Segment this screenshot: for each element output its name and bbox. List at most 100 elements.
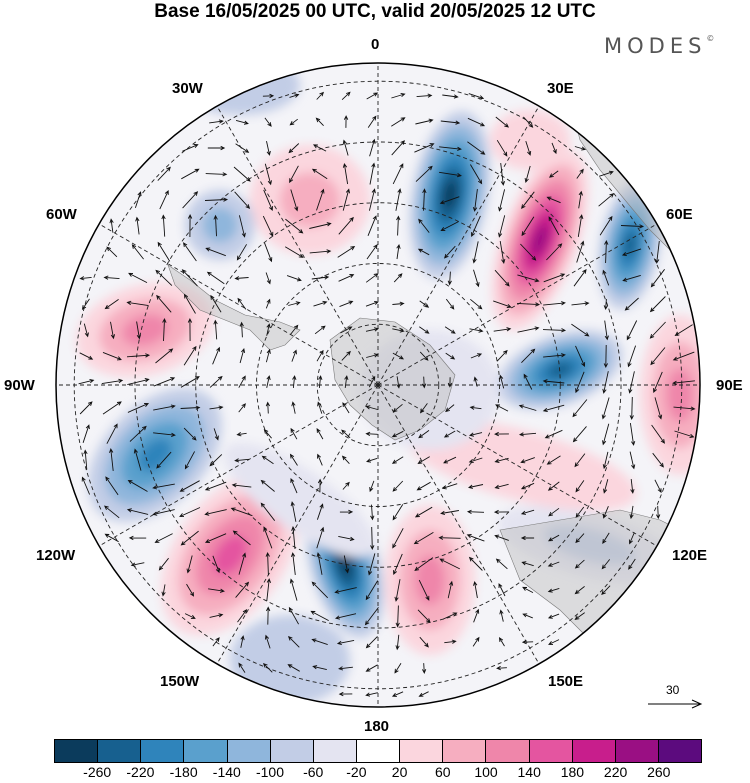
wind-vector [674, 430, 695, 439]
anomaly-contour [443, 181, 457, 209]
lon-label-180: 180 [364, 718, 390, 735]
wind-vector [598, 170, 614, 177]
wind-vector [498, 583, 506, 597]
wind-vector [395, 605, 400, 628]
wind-vector [367, 115, 377, 128]
wind-vector [290, 427, 298, 440]
wind-vector [365, 300, 379, 307]
wind-vector [127, 403, 150, 413]
anomaly-contour [490, 110, 570, 170]
wind-vector [422, 663, 427, 674]
wind-vector [234, 458, 249, 463]
wind-vector [289, 578, 298, 601]
wind-vector [394, 579, 401, 602]
wind-vector [546, 243, 563, 261]
wind-vector [418, 430, 430, 439]
wind-vector [109, 218, 114, 233]
wind-vector [110, 321, 116, 340]
wind-vector [287, 635, 300, 648]
wind-vector [105, 476, 119, 496]
wind-vector [264, 117, 272, 127]
wind-vector [265, 298, 271, 309]
colorbar-tick-label: 220 [603, 764, 628, 780]
wind-vector [651, 424, 666, 444]
wind-vector [443, 430, 456, 438]
wind-vector [444, 639, 457, 644]
wind-vector [240, 635, 245, 648]
anomaly-contour [543, 525, 637, 565]
wind-vector [340, 326, 353, 334]
wind-vector [317, 401, 323, 414]
wind-vector [468, 556, 483, 571]
colorbar-tick-label: 140 [517, 764, 541, 780]
wind-vector [315, 117, 324, 127]
wind-vector [184, 613, 196, 619]
wind-vector [291, 349, 297, 362]
wind-vector [285, 218, 304, 234]
wind-vector [365, 327, 380, 332]
wind-vector [396, 243, 401, 260]
wind-vector [213, 428, 219, 441]
wind-vector [313, 300, 328, 307]
wind-vector [292, 375, 297, 388]
wind-vector [288, 301, 301, 306]
colorbar-segment-14 [658, 740, 702, 762]
wind-vector [546, 455, 561, 465]
wind-vector [626, 320, 638, 341]
wind-vector [520, 457, 535, 464]
wind-vector [316, 526, 325, 549]
wind-vector [499, 374, 505, 389]
wind-vector [210, 294, 222, 313]
wind-vector [265, 606, 271, 625]
anomaly-contour [202, 207, 238, 243]
wind-vector [103, 505, 120, 519]
wind-vector [126, 353, 151, 358]
brand-name: MODES [604, 34, 707, 58]
wind-vector [493, 509, 510, 515]
wind-vector [316, 503, 324, 520]
lon-label-150w: 150W [160, 673, 200, 690]
brand-logo: MODES© [604, 34, 714, 58]
wind-vector [180, 405, 201, 410]
wind-vector [262, 662, 273, 673]
latitude-circle [134, 141, 622, 629]
wind-vector [473, 376, 478, 387]
wind-vector [395, 634, 400, 651]
wind-vector [290, 189, 299, 212]
wind-vector [392, 403, 403, 413]
wind-vector [289, 453, 298, 466]
wind-vector [574, 612, 585, 621]
wind-vector [109, 448, 114, 471]
wind-vector [238, 662, 246, 673]
wind-vector [156, 294, 172, 313]
wind-vector [419, 351, 429, 361]
wind-vector [316, 349, 324, 362]
wind-vector [466, 509, 485, 514]
wind-vector [81, 298, 90, 310]
wind-vector [106, 246, 118, 258]
wind-vector [209, 405, 224, 410]
wind-vector [289, 93, 300, 98]
wind-vector [630, 479, 635, 494]
wind-vector [469, 328, 484, 333]
wind-vector [204, 197, 229, 202]
wind-vector [368, 375, 376, 388]
wind-vector [542, 328, 567, 333]
wind-vector [289, 324, 299, 335]
wind-vector [291, 525, 296, 550]
wind-vector [422, 376, 427, 389]
wind-vector [316, 552, 323, 575]
wind-vector [261, 455, 274, 465]
wind-vector [392, 328, 405, 333]
wind-vector [493, 327, 512, 332]
wind-vector [338, 691, 353, 697]
wind-vector [575, 533, 585, 544]
wind-vector [416, 93, 433, 98]
wind-vector [161, 214, 166, 237]
wind-vector [496, 349, 508, 362]
wind-vector [184, 451, 195, 470]
wind-vector [603, 344, 609, 369]
wind-vector [235, 143, 250, 153]
lon-label-120e: 120E [672, 547, 708, 564]
meridian-line [377, 105, 540, 386]
